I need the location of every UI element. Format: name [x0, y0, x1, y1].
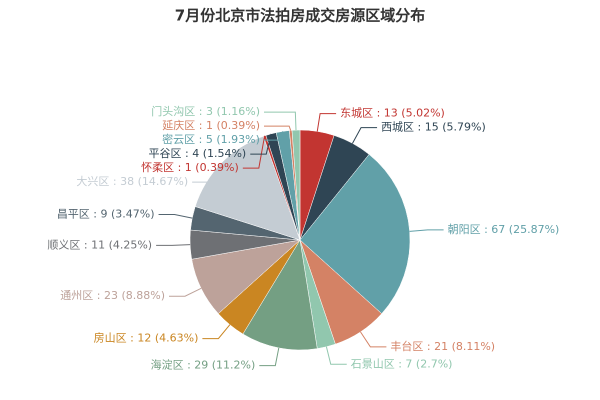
data-label: 门头沟区 : 3 (1.16%): [151, 104, 260, 118]
data-label: 昌平区 : 9 (3.47%): [57, 208, 155, 221]
leader-line: [250, 133, 272, 155]
leader-line: [325, 346, 347, 365]
data-label: 房山区 : 12 (4.63%): [94, 332, 199, 345]
leader-line: [263, 131, 284, 141]
leader-line: [169, 287, 202, 297]
pie-slice: [194, 135, 301, 241]
chart-title: 7月份北京市法拍房成交房源区域分布: [175, 7, 425, 25]
leader-line: [156, 244, 191, 246]
data-label: 顺义区 : 11 (4.25%): [47, 238, 152, 251]
leader-line: [158, 214, 193, 219]
data-label: 朝阳区 : 67 (25.87%): [448, 223, 560, 236]
leader-line: [264, 111, 297, 131]
data-label: 通州区 : 23 (8.88%): [60, 289, 165, 302]
data-label: 西城区 : 15 (5.79%): [381, 121, 486, 134]
data-label: 丰台区 : 21 (8.11%): [390, 339, 495, 353]
leader-line: [192, 163, 222, 183]
data-label: 海淀区 : 29 (11.2%): [151, 358, 256, 372]
data-label: 大兴区 : 38 (14.67%): [76, 174, 188, 188]
data-label: 延庆区 : 1 (0.39%): [162, 118, 260, 132]
data-label: 怀柔区 : 1 (0.39%): [141, 161, 239, 174]
pie-slice: [299, 154, 411, 315]
data-label: 东城区 : 13 (5.02%): [340, 107, 445, 120]
leader-line: [352, 127, 378, 144]
leader-line: [409, 229, 444, 232]
leader-line: [202, 324, 231, 340]
leader-line: [264, 125, 292, 131]
data-label: 平谷区 : 4 (1.54%): [149, 147, 247, 160]
leader-line: [316, 113, 337, 132]
pie-slice: [242, 239, 318, 351]
data-label: 石景山区 : 7 (2.7%): [351, 357, 453, 370]
data-label: 密云区 : 5 (1.93%): [162, 132, 260, 146]
leader-line: [242, 135, 266, 169]
leader-line: [360, 331, 387, 348]
leader-line: [259, 347, 280, 367]
